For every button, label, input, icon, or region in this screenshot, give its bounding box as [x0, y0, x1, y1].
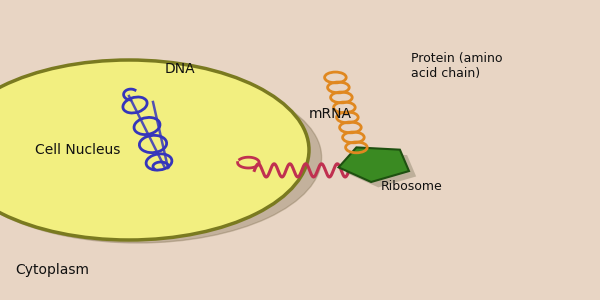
Text: Ribosome: Ribosome: [381, 179, 443, 193]
Text: mRNA: mRNA: [308, 107, 352, 121]
Polygon shape: [346, 153, 416, 188]
Text: Cell Nucleus: Cell Nucleus: [35, 143, 121, 157]
Text: Cytoplasm: Cytoplasm: [15, 263, 89, 277]
Ellipse shape: [0, 72, 322, 243]
Text: Protein (amino
acid chain): Protein (amino acid chain): [411, 52, 503, 80]
Ellipse shape: [0, 60, 309, 240]
Text: DNA: DNA: [165, 62, 196, 76]
Polygon shape: [338, 147, 409, 182]
